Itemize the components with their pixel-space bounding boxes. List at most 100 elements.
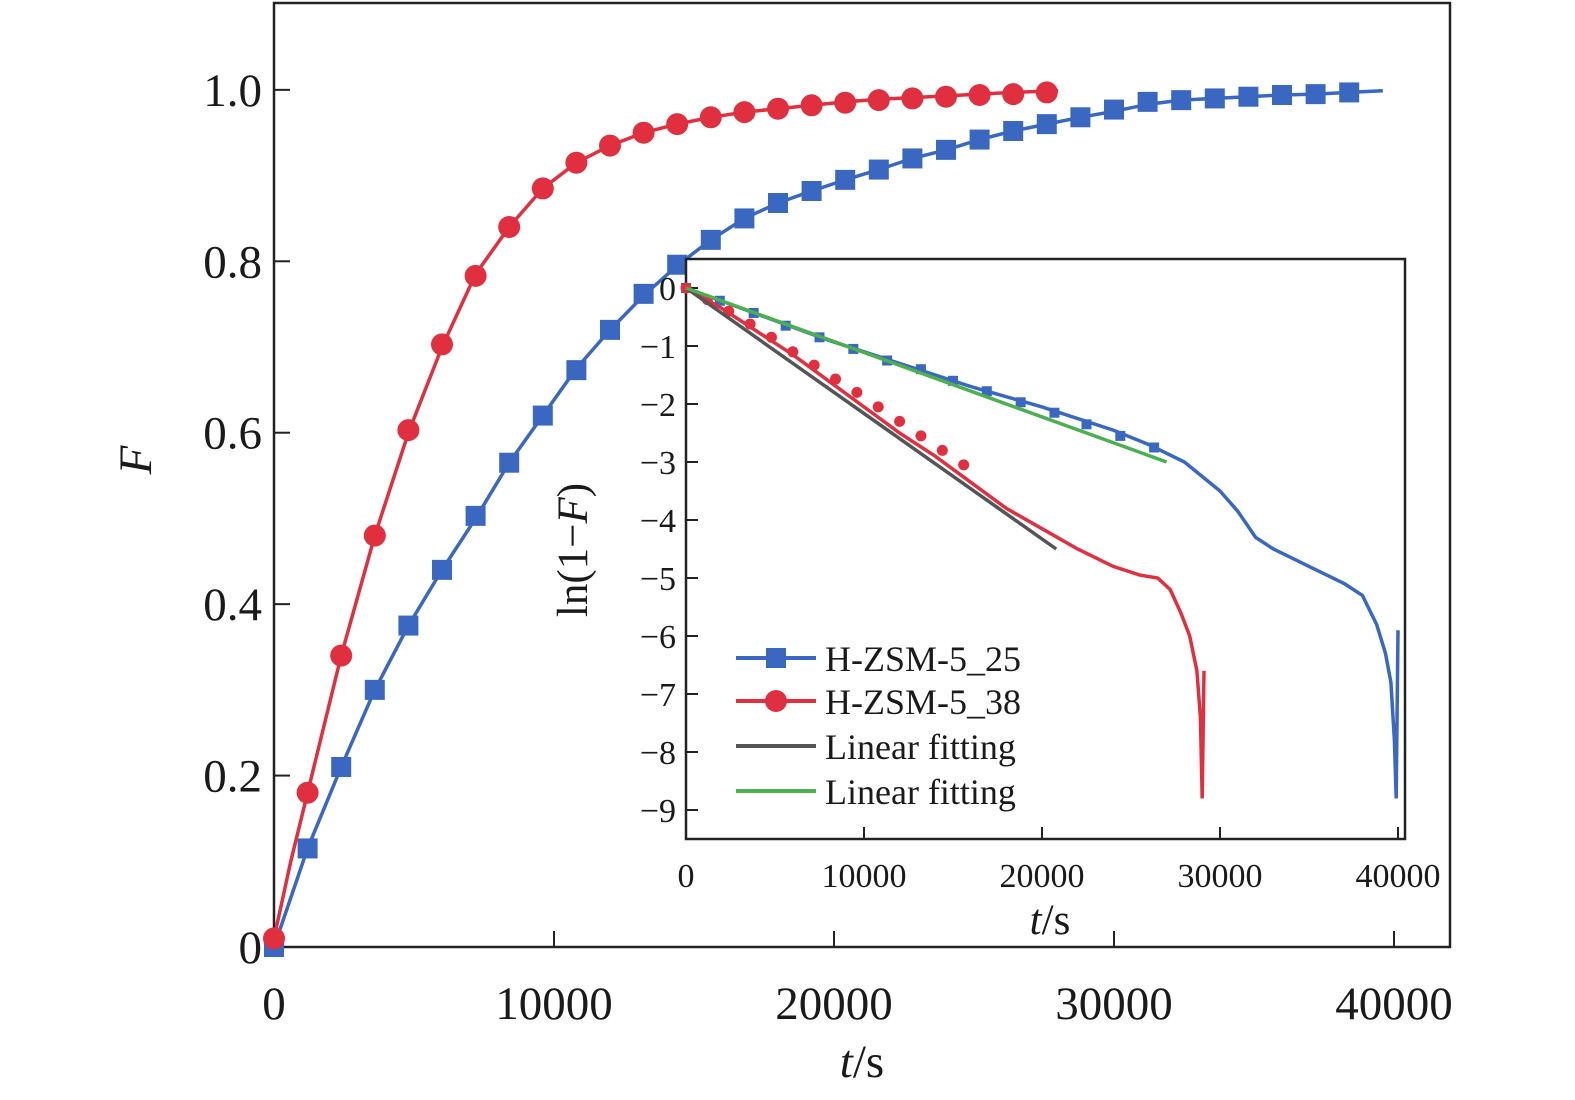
main-point-h-zsm-5-25 bbox=[331, 757, 352, 777]
inset-point-h-zsm-5-25 bbox=[1149, 442, 1160, 453]
inset-y-tick-label: −1 bbox=[640, 329, 676, 366]
inset-y-tick-label: −4 bbox=[640, 503, 676, 540]
main-point-h-zsm-5-25 bbox=[801, 181, 822, 201]
main-point-h-zsm-5-25 bbox=[1305, 84, 1326, 105]
main-point-h-zsm-5-38 bbox=[666, 113, 689, 136]
legend-label: H-ZSM-5_25 bbox=[825, 639, 1021, 679]
main-point-h-zsm-5-38 bbox=[531, 177, 554, 200]
main-point-h-zsm-5-25 bbox=[969, 129, 990, 150]
inset-y-tick-label: −5 bbox=[640, 561, 676, 598]
main-point-h-zsm-5-38 bbox=[632, 121, 655, 144]
main-x-tick-label: 0 bbox=[262, 978, 286, 1030]
inset-x-tick-label: 0 bbox=[678, 858, 695, 895]
main-point-h-zsm-5-38 bbox=[599, 134, 621, 157]
main-point-h-zsm-5-25 bbox=[1238, 86, 1259, 107]
main-point-h-zsm-5-38 bbox=[498, 216, 521, 238]
inset-plot: 0−1−2−3−4−5−6−7−8−90 10000 20000 30000 40000… bbox=[640, 257, 1441, 895]
main-point-h-zsm-5-25 bbox=[835, 169, 856, 190]
main-point-h-zsm-5-25 bbox=[700, 229, 721, 250]
inset-series-line-h-zsm-5-25-0 bbox=[685, 286, 1400, 799]
inset-point-h-zsm-5-38 bbox=[936, 444, 948, 456]
main-point-h-zsm-5-25 bbox=[633, 283, 654, 304]
main-point-h-zsm-5-25 bbox=[768, 193, 788, 213]
main-point-h-zsm-5-38 bbox=[935, 85, 957, 108]
main-point-h-zsm-5-38 bbox=[699, 106, 722, 129]
main-point-h-zsm-5-25 bbox=[532, 405, 553, 426]
inset-x-tick-label: 20000 bbox=[1000, 858, 1085, 895]
inset-point-h-zsm-5-25 bbox=[1081, 419, 1092, 430]
main-point-h-zsm-5-25 bbox=[1171, 90, 1192, 111]
main-point-h-zsm-5-38 bbox=[834, 91, 857, 114]
main-point-h-zsm-5-25 bbox=[1070, 107, 1091, 128]
main-point-h-zsm-5-25 bbox=[1204, 88, 1225, 109]
inset-series-line-linear-fitting-3 bbox=[685, 286, 1168, 464]
main-point-h-zsm-5-38 bbox=[867, 89, 890, 112]
inset-point-h-zsm-5-38 bbox=[723, 305, 735, 317]
main-point-h-zsm-5-25 bbox=[667, 254, 688, 275]
main-y-tick-label: 1.0 bbox=[203, 65, 262, 117]
main-point-h-zsm-5-38 bbox=[431, 333, 453, 356]
inset-y-tick-label: −7 bbox=[640, 677, 676, 714]
main-point-h-zsm-5-25 bbox=[499, 452, 520, 473]
main-y-axis-label: F bbox=[110, 444, 162, 475]
inset-point-h-zsm-5-25 bbox=[915, 364, 926, 375]
legend-marker bbox=[766, 648, 786, 668]
inset-y-tick-label: −3 bbox=[640, 445, 676, 482]
inset-y-axis-label: ln(1−F) bbox=[550, 483, 597, 617]
main-point-h-zsm-5-38 bbox=[363, 524, 386, 547]
main-point-h-zsm-5-38 bbox=[296, 781, 319, 804]
inset-point-h-zsm-5-38 bbox=[872, 401, 884, 413]
main-point-h-zsm-5-25 bbox=[297, 838, 318, 859]
inset-series-line-linear-fitting-2 bbox=[684, 286, 1058, 551]
main-x-tick-label: 30000 bbox=[1055, 978, 1173, 1030]
inset-point-h-zsm-5-38 bbox=[744, 318, 756, 330]
inset-point-h-zsm-5-38 bbox=[765, 331, 777, 343]
main-x-tick-label: 10000 bbox=[495, 978, 613, 1030]
main-point-h-zsm-5-38 bbox=[968, 84, 991, 106]
main-point-h-zsm-5-38 bbox=[397, 419, 420, 442]
main-point-h-zsm-5-25 bbox=[902, 148, 923, 169]
legend-label: Linear fitting bbox=[825, 772, 1016, 812]
inset-y-tick-label: 0 bbox=[659, 271, 676, 308]
main-point-h-zsm-5-25 bbox=[600, 319, 620, 340]
main-point-h-zsm-5-25 bbox=[936, 139, 956, 160]
inset-y-tick-label: −6 bbox=[640, 619, 676, 656]
main-point-h-zsm-5-25 bbox=[868, 159, 889, 180]
inset-point-h-zsm-5-25 bbox=[1049, 407, 1060, 418]
inset-y-tick-label: −9 bbox=[640, 793, 676, 830]
inset-x-tick-label: 30000 bbox=[1178, 858, 1263, 895]
main-point-h-zsm-5-25 bbox=[398, 615, 419, 636]
inset-point-h-zsm-5-25 bbox=[948, 375, 958, 386]
main-point-h-zsm-5-25 bbox=[1339, 82, 1360, 103]
inset-x-tick-label: 10000 bbox=[822, 858, 907, 895]
main-point-h-zsm-5-38 bbox=[767, 97, 789, 120]
legend-label: Linear fitting bbox=[825, 727, 1016, 767]
inset-point-h-zsm-5-38 bbox=[915, 430, 927, 442]
inset-point-h-zsm-5-25 bbox=[1015, 397, 1026, 408]
main-y-tick-label: 0 bbox=[239, 922, 263, 974]
main-point-h-zsm-5-25 bbox=[364, 679, 385, 700]
main-x-axis-label: t/s bbox=[840, 1036, 884, 1088]
main-x-tick-label: 20000 bbox=[775, 978, 893, 1030]
inset-point-h-zsm-5-38 bbox=[830, 373, 842, 385]
main-y-tick-label: 0.8 bbox=[203, 236, 262, 288]
inset-y-tick-label: −8 bbox=[640, 735, 676, 772]
main-point-h-zsm-5-25 bbox=[1104, 99, 1124, 120]
main-plot: 0 0.2 0.4 0.6 0.8 1.0 0 10000 20000 30000 40000 bbox=[203, 1, 1453, 1030]
main-series-line-h-zsm-5-25 bbox=[272, 88, 1383, 948]
main-point-h-zsm-5-25 bbox=[465, 505, 486, 526]
main-point-h-zsm-5-25 bbox=[1003, 121, 1024, 141]
main-plot-frame bbox=[272, 1, 1452, 949]
main-point-h-zsm-5-25 bbox=[1036, 114, 1057, 135]
main-point-h-zsm-5-25 bbox=[432, 559, 452, 580]
main-point-h-zsm-5-38 bbox=[733, 101, 756, 124]
inset-y-tick-label: −2 bbox=[640, 387, 676, 424]
legend-label: H-ZSM-5_38 bbox=[825, 682, 1021, 722]
inset-point-h-zsm-5-25 bbox=[1115, 430, 1126, 441]
main-point-h-zsm-5-38 bbox=[800, 94, 823, 117]
inset-x-tick-label: 40000 bbox=[1356, 858, 1441, 895]
main-point-h-zsm-5-38 bbox=[464, 264, 487, 287]
main-point-h-zsm-5-38 bbox=[1035, 81, 1058, 104]
main-y-tick-label: 0.4 bbox=[203, 579, 262, 631]
